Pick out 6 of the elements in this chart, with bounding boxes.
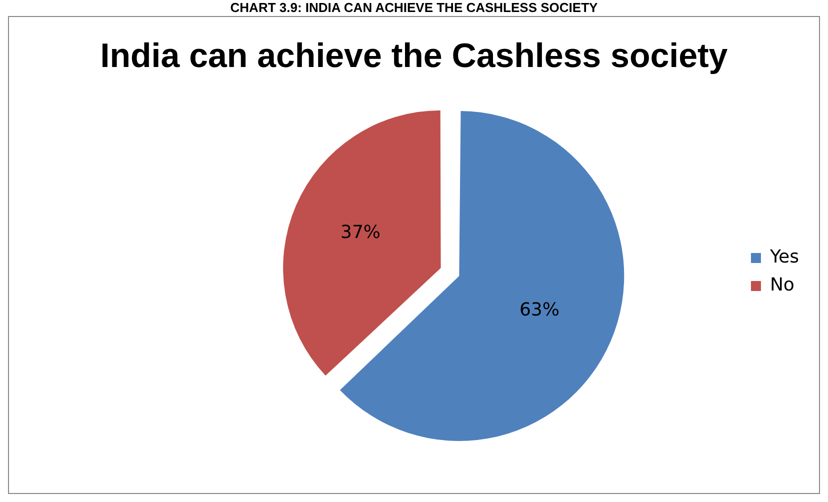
caption: CHART 3.9: INDIA CAN ACHIEVE THE CASHLESS SOCIETY	[229, 0, 599, 16]
legend-label: Yes	[768, 246, 800, 268]
chart-title: India can achieve the Cashless society	[99, 37, 729, 77]
data-label: 63%	[519, 299, 560, 320]
legend-label: No	[770, 274, 794, 296]
data-label: 37%	[340, 222, 380, 243]
